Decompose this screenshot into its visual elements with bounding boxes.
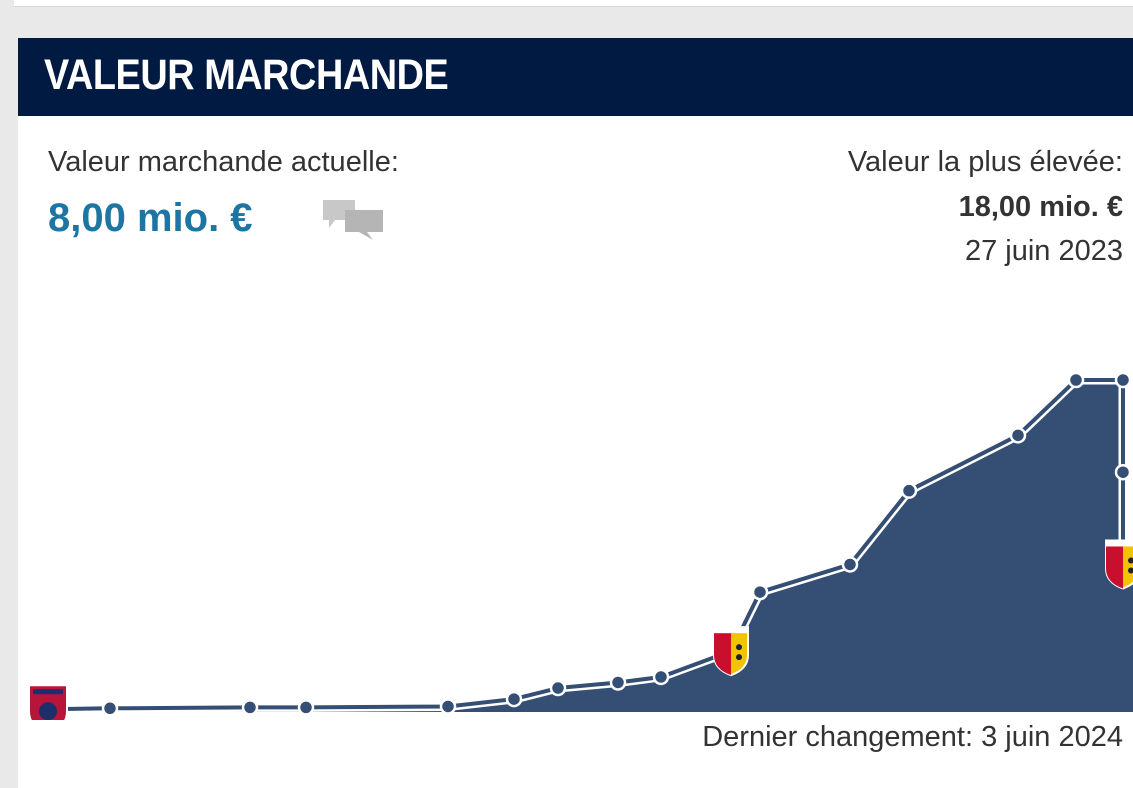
chart-point[interactable] [241, 699, 259, 716]
market-value-card: VALEUR MARCHANDE Valeur marchande actuel… [18, 38, 1133, 788]
chart-area [48, 380, 1133, 712]
current-value-label: Valeur marchande actuelle: [48, 146, 399, 178]
highest-value: 18,00 mio. € [958, 191, 1123, 223]
chart-point[interactable] [549, 679, 567, 697]
highest-value-label: Valeur la plus élevée: [847, 146, 1123, 178]
last-change: Dernier changement: 3 juin 2024 [702, 721, 1123, 753]
chart-point[interactable] [751, 583, 769, 601]
card-header: VALEUR MARCHANDE [18, 38, 1133, 116]
chart-point[interactable] [1114, 463, 1132, 481]
chart-point[interactable] [101, 700, 119, 717]
chart-point[interactable] [297, 699, 315, 716]
chart-point[interactable] [609, 674, 627, 691]
chart-point[interactable] [1114, 371, 1132, 389]
chart-point[interactable] [652, 668, 670, 686]
rc-lens-logo[interactable] [1105, 539, 1133, 590]
chart-point[interactable] [1009, 427, 1027, 444]
chart-point[interactable] [439, 698, 457, 715]
top-strip [14, 0, 1133, 7]
clermont-foot-logo[interactable] [28, 684, 68, 720]
chart-point[interactable] [900, 482, 918, 499]
chart-point[interactable] [505, 690, 523, 708]
comment-icon[interactable] [321, 198, 385, 242]
current-value: 8,00 mio. € [48, 196, 253, 240]
rc-lens-logo[interactable] [713, 626, 749, 677]
chart-point[interactable] [841, 556, 859, 573]
market-value-chart [28, 371, 1133, 720]
highest-value-date: 27 juin 2023 [964, 235, 1123, 267]
card-title: VALEUR MARCHANDE [44, 51, 449, 99]
chart-point[interactable] [1067, 371, 1085, 389]
